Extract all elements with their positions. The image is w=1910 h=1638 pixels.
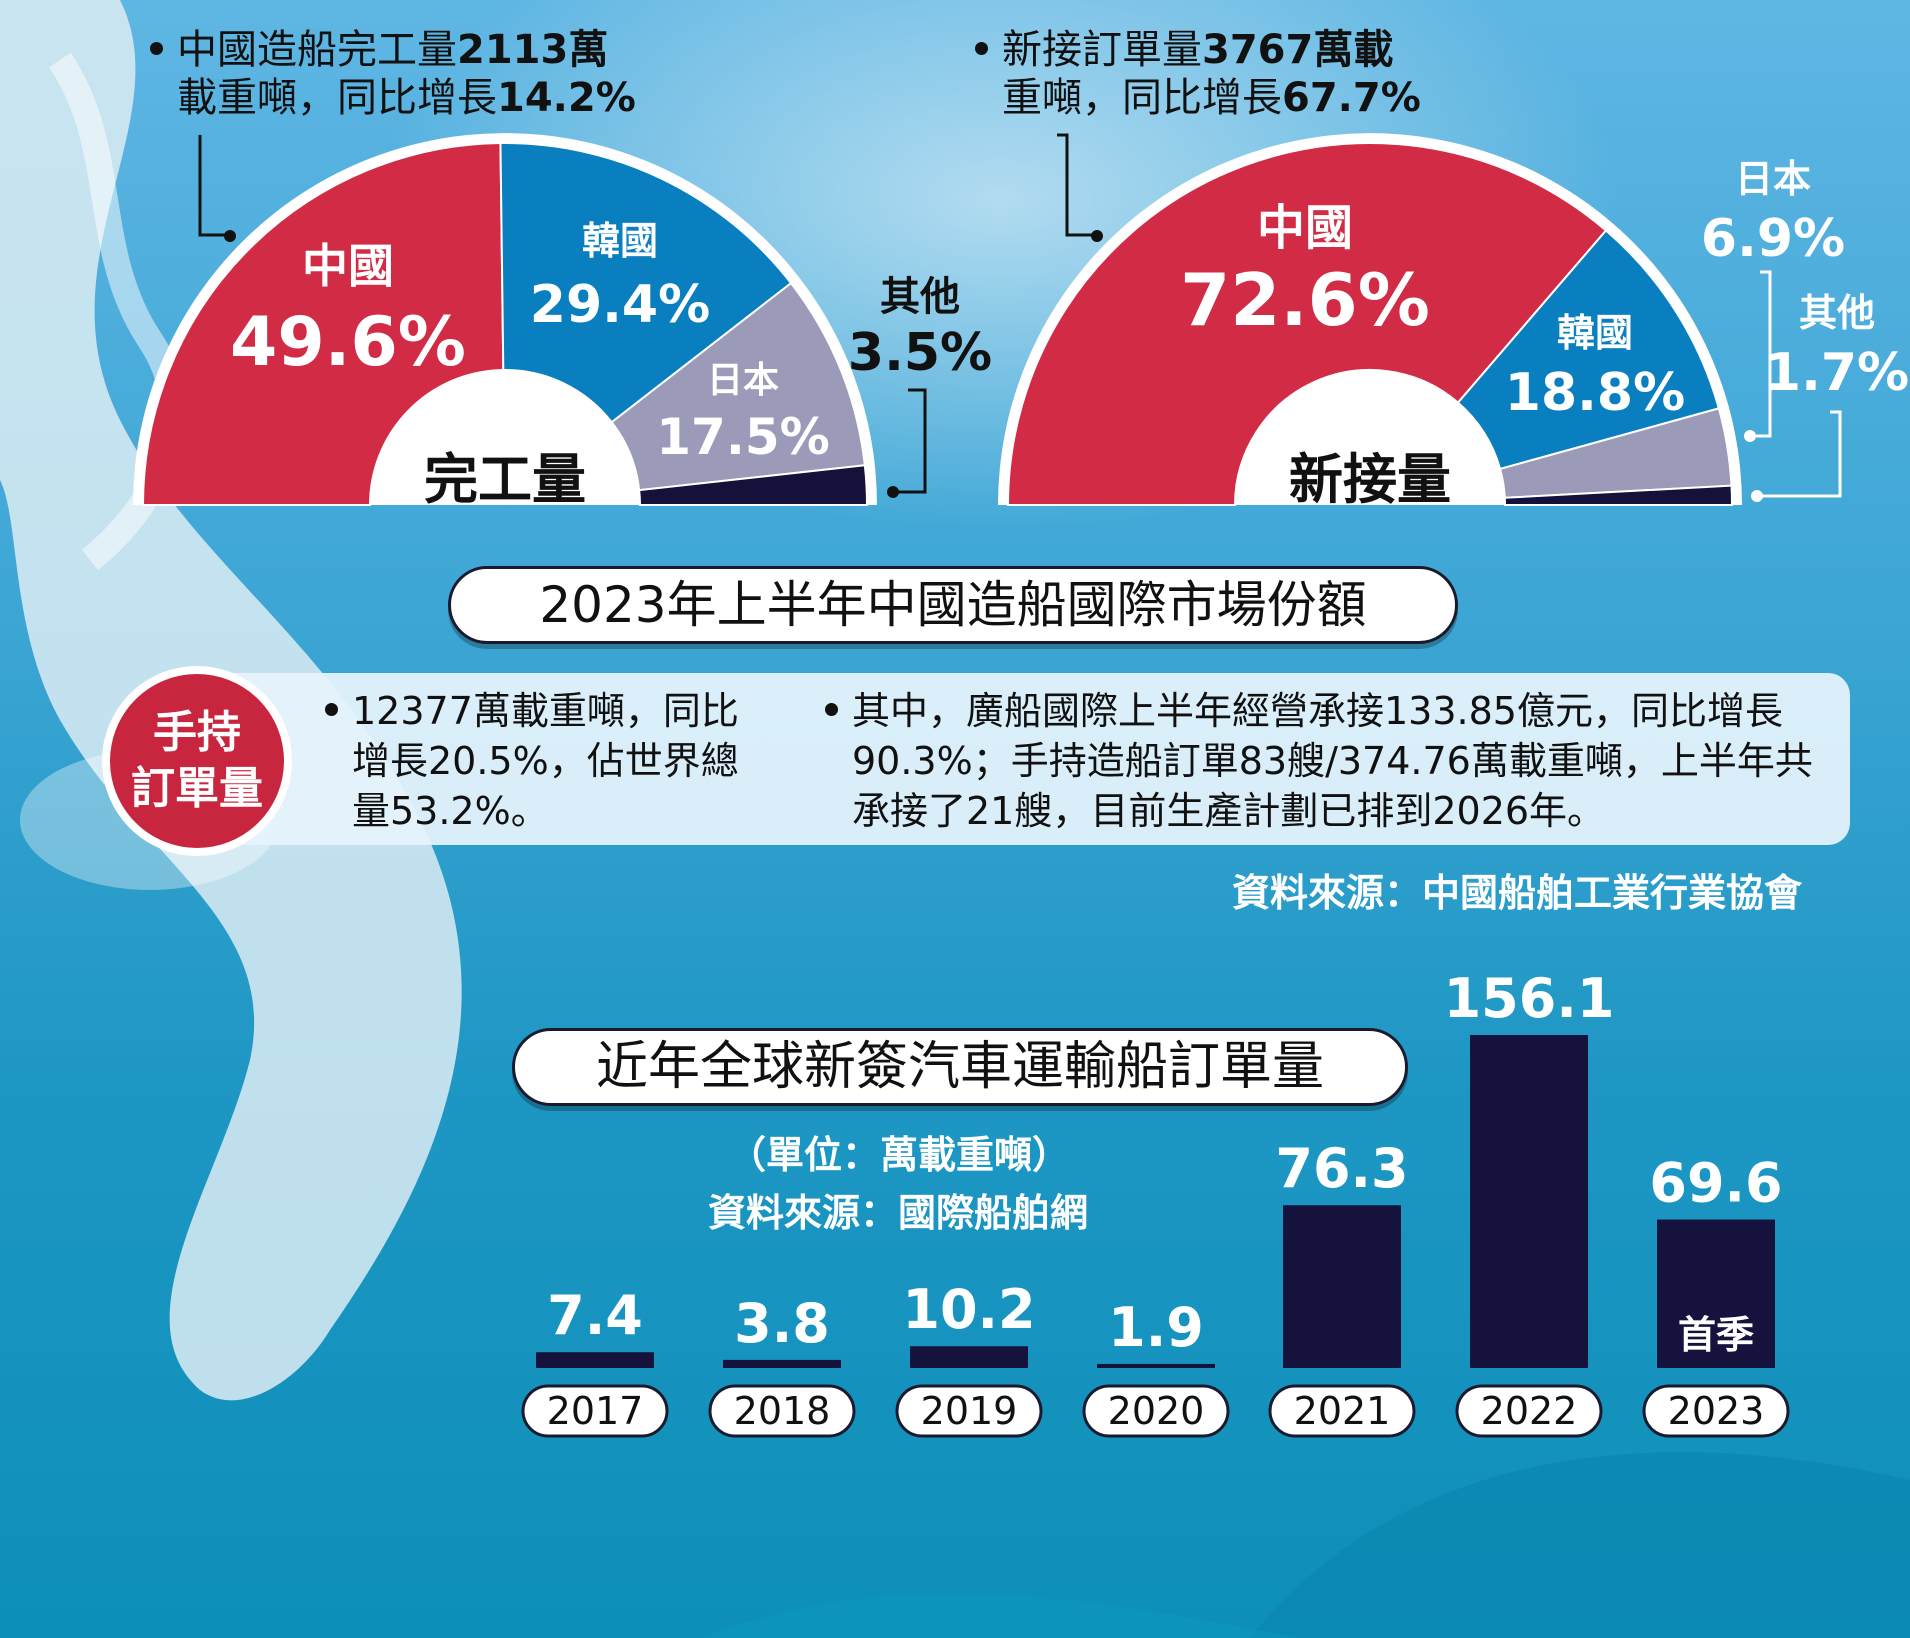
completion-label-japan: 日本 (707, 360, 779, 401)
completion-label-china: 中國 (302, 239, 394, 293)
completion-note: 中國造船完工量2113萬 載重噸，同比增長14.2% (150, 26, 636, 122)
year-pill-2017 (521, 1384, 669, 1438)
completion-leader-line (198, 135, 228, 237)
completion-other-leader (895, 388, 927, 494)
year-pill-2022 (1455, 1384, 1603, 1438)
holding-orders-badge: 手持 訂單量 (102, 666, 292, 856)
orders-value-japan: 6.9% (1701, 209, 1845, 269)
year-label-2023: 2023 (1668, 1389, 1765, 1433)
orders-label-china: 中國 (1257, 200, 1353, 256)
orders-center-label: 新接量 (1289, 448, 1451, 511)
completion-label-korea: 韓國 (582, 219, 658, 263)
holding-left-text: 12377萬載重噸，同比 增長20.5%，佔世界總 量53.2%。 (325, 686, 739, 836)
bar-value-2021: 76.3 (1275, 1137, 1408, 1200)
year-pill-2023 (1642, 1384, 1790, 1438)
year-label-2018: 2018 (734, 1389, 831, 1433)
orders-slice-korea (1456, 229, 1721, 471)
orders-slice-other (1503, 484, 1734, 506)
year-label-2017: 2017 (547, 1389, 644, 1433)
bar-value-2020: 1.9 (1108, 1296, 1204, 1359)
source-top: 資料來源：中國船舶工業行業協會 (1232, 871, 1803, 915)
completion-leader-dot (224, 230, 236, 242)
orders-label-japan: 日本 (1735, 157, 1811, 201)
badge-line-1: 手持 (153, 707, 241, 758)
orders-other-dot (1751, 490, 1763, 502)
orders-label-korea: 韓國 (1557, 311, 1633, 355)
bar-2021 (1283, 1205, 1401, 1368)
completion-value-china: 49.6% (230, 303, 466, 382)
bar-chart-source: 資料來源：國際船舶網 (708, 1191, 1089, 1235)
bar-value-2019: 10.2 (902, 1278, 1035, 1341)
bar-2022 (1470, 1035, 1588, 1368)
year-label-2021: 2021 (1294, 1389, 1391, 1433)
bar-2023 (1657, 1219, 1775, 1368)
orders-japan-dot (1744, 430, 1756, 442)
orders-leader-dot (1091, 230, 1103, 242)
bar-value-2023: 69.6 (1649, 1152, 1782, 1215)
bar-chart-unit: （單位：萬載重噸） (728, 1133, 1071, 1177)
completion-value-japan: 17.5% (656, 408, 829, 466)
bullet-icon (150, 41, 163, 55)
completion-label-other: 其他 (880, 274, 960, 320)
orders-note: 新接訂單量3767萬載 重噸，同比增長67.7% (975, 26, 1421, 122)
bar-2018 (723, 1359, 841, 1368)
orders-leader-line (1057, 133, 1095, 237)
orders-value-other: 1.7% (1765, 343, 1909, 403)
orders-label-other: 其他 (1799, 291, 1875, 335)
completion-center-label: 完工量 (424, 448, 586, 511)
bar-value-2017: 7.4 (547, 1284, 643, 1347)
orders-slice-china (1006, 142, 1608, 506)
completion-slice-japan (610, 281, 866, 492)
completion-slice-korea (499, 142, 793, 424)
badge-line-2: 訂單量 (131, 763, 263, 814)
main-title: 2023年上半年中國造船國際市場份額 (448, 566, 1458, 644)
year-pill-2018 (708, 1384, 856, 1438)
bar-value-2022: 156.1 (1444, 967, 1615, 1030)
bar-value-2018: 3.8 (734, 1292, 830, 1355)
holding-orders-panel (160, 673, 1850, 845)
completion-slice-other (638, 464, 869, 506)
year-pill-2019 (895, 1384, 1043, 1438)
bullet-icon (975, 41, 988, 55)
bar-2017 (536, 1352, 654, 1368)
holding-right-text: 其中，廣船國際上半年經營承接133.85億元，同比增長 90.3%；手持造船訂單… (825, 686, 1813, 836)
completion-other-dot (887, 486, 899, 498)
completion-value-korea: 29.4% (530, 275, 710, 335)
bar-2020 (1097, 1363, 1215, 1368)
completion-value-other: 3.5% (848, 323, 992, 383)
year-label-2022: 2022 (1481, 1389, 1578, 1433)
bar-annotation-2023: 首季 (1678, 1313, 1754, 1357)
year-pill-2020 (1082, 1384, 1230, 1438)
year-label-2019: 2019 (921, 1389, 1018, 1433)
orders-value-korea: 18.8% (1505, 363, 1685, 423)
bullet-icon (325, 703, 338, 716)
bar-chart-title: 近年全球新簽汽車運輸船訂單量 (512, 1028, 1408, 1106)
year-label-2020: 2020 (1108, 1389, 1205, 1433)
orders-other-leader (1760, 410, 1842, 498)
bar-2019 (910, 1346, 1028, 1368)
bullet-icon (825, 703, 838, 716)
orders-japan-leader (1752, 270, 1772, 438)
orders-value-china: 72.6% (1180, 258, 1430, 342)
year-pill-2021 (1268, 1384, 1416, 1438)
completion-slice-china (141, 142, 505, 506)
